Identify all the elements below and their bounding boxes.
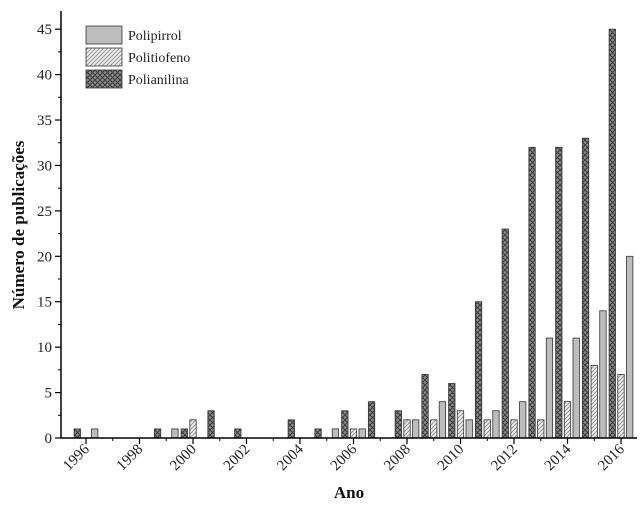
bar-politiofeno-2016	[617, 373, 625, 439]
bar-polianilina-1996	[73, 428, 81, 439]
y-axis-title: Número de publicações	[9, 140, 28, 309]
x-tick-label-2002: 2002	[221, 442, 254, 475]
bar-polipirrol-2015	[599, 310, 607, 439]
x-tick-label-2014: 2014	[542, 441, 575, 474]
y-axis-ticks: 0 5 10 15 20 25 30 35 40 45	[37, 22, 61, 447]
bar-politiofeno-2013	[537, 419, 545, 439]
legend-swatch-polipirrol	[85, 25, 123, 45]
bar-polianilina-2002	[234, 428, 242, 439]
bar-polianilina-2001	[207, 410, 215, 439]
bar-politiofeno-2012	[510, 419, 518, 439]
y-tick-label-30: 30	[37, 158, 52, 174]
bar-polipirrol-2010	[465, 419, 473, 439]
bar-polianilina-2016	[608, 28, 616, 439]
x-tick-label-2004: 2004	[274, 441, 307, 474]
bar-polianilina-2006	[341, 410, 349, 439]
bar-polianilina-2011	[474, 301, 483, 439]
bar-polipirrol-2012	[519, 401, 527, 439]
x-tick-label-2008: 2008	[381, 442, 414, 475]
legend-label-politiofeno: Politiofeno	[128, 51, 190, 66]
bar-polianilina-2009	[421, 373, 429, 439]
bar-polianilina-2007	[367, 401, 376, 439]
x-tick-label-1996: 1996	[60, 441, 93, 474]
bar-polipirrol-2006	[358, 428, 366, 439]
legend: Polipirrol Politiofeno Polianilina	[85, 25, 190, 89]
bar-polianilina-2000	[180, 428, 188, 439]
y-tick-label-0: 0	[45, 431, 53, 447]
y-tick-label-15: 15	[37, 295, 52, 311]
bar-politiofeno-2010	[456, 410, 465, 439]
bar-polipirrol-2013	[545, 337, 554, 439]
bar-polipirrol-1999	[171, 428, 179, 439]
y-tick-label-45: 45	[37, 22, 52, 38]
bar-politiofeno-2006	[349, 428, 358, 439]
x-tick-label-2012: 2012	[488, 442, 521, 475]
bar-polipirrol-2014	[572, 337, 580, 439]
bar-polipirrol-2016	[626, 255, 634, 439]
bar-polipirrol-2009	[438, 401, 447, 439]
legend-label-polianilina: Polianilina	[128, 73, 189, 88]
bar-politiofeno-2009	[430, 419, 438, 439]
y-tick-label-5: 5	[45, 386, 53, 402]
x-tick-label-2006: 2006	[328, 441, 361, 474]
bar-polianilina-2014	[555, 146, 563, 439]
bar-polianilina-2012	[501, 228, 509, 439]
legend-swatch-politiofeno	[85, 47, 123, 67]
bar-polianilina-2010	[448, 383, 456, 439]
bar-politiofeno-2015	[590, 364, 598, 439]
bar-politiofeno-2000	[189, 419, 197, 439]
bar-polipirrol-2008	[412, 419, 420, 439]
bar-polianilina-1999	[153, 428, 162, 439]
x-tick-label-2000: 2000	[167, 442, 200, 475]
bar-polianilina-2015	[581, 137, 590, 439]
y-tick-label-20: 20	[37, 249, 52, 265]
bar-politiofeno-2011	[483, 419, 491, 439]
x-axis-ticks: 1996 1998 2000 2002 2004 2006 2008 2010 2012 2014…	[60, 438, 628, 474]
legend-swatch-polianilina	[85, 69, 123, 89]
x-axis-title: Ano	[334, 483, 364, 502]
bar-politiofeno-2014	[563, 401, 572, 439]
y-tick-label-35: 35	[37, 113, 52, 129]
y-tick-label-10: 10	[37, 340, 52, 356]
bar-polianilina-2004	[287, 419, 295, 439]
bar-polianilina-2008	[394, 410, 402, 439]
bar-polipirrol-1996	[91, 428, 99, 439]
bar-polipirrol-2011	[492, 410, 500, 439]
x-tick-label-2010: 2010	[435, 442, 468, 475]
bar-polipirrol-2005	[331, 428, 340, 439]
bar-politiofeno-2008	[403, 419, 411, 439]
y-tick-label-25: 25	[37, 204, 52, 220]
bars-group	[73, 28, 634, 439]
y-tick-label-40: 40	[37, 68, 52, 84]
bar-polianilina-2005	[314, 428, 322, 439]
bar-polianilina-2013	[528, 146, 536, 439]
legend-label-polipirrol: Polipirrol	[128, 29, 182, 44]
x-tick-label-2016: 2016	[595, 441, 628, 474]
x-tick-label-1998: 1998	[114, 442, 147, 475]
